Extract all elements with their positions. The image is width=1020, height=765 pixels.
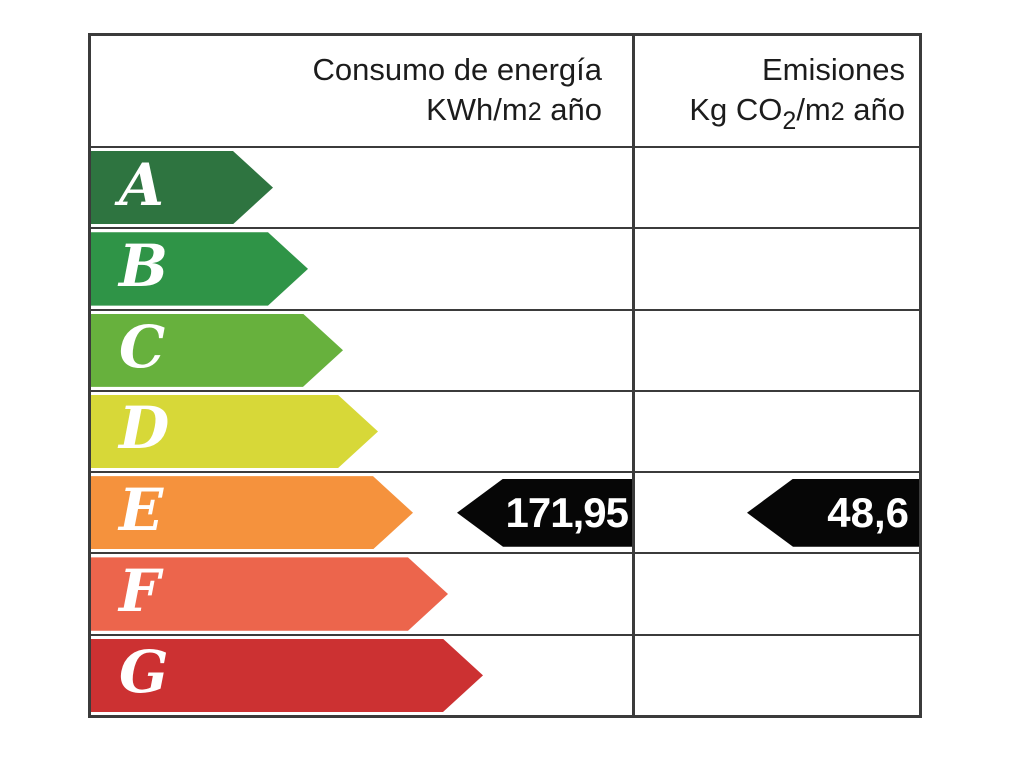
rating-row-e: E 171,95 48,6 (91, 473, 919, 555)
rating-rows: A B C D E 171,95 48,6 F G (91, 148, 919, 715)
rating-letter: G (119, 638, 169, 707)
rating-letter: F (119, 557, 161, 626)
rating-letter: E (119, 475, 164, 544)
rating-row-a: A (91, 148, 919, 230)
rating-letter: B (119, 231, 169, 300)
emissions-column-title: Emisiones (762, 52, 905, 87)
rating-row-f: F (91, 554, 919, 636)
emissions-value-tag: 48,6 (747, 478, 919, 547)
energy-rating-table: Consumo de energía KWh/m2 año Emisiones … (88, 33, 922, 718)
rating-row-g: G (91, 636, 919, 715)
consumption-column-title: Consumo de energía (312, 52, 602, 87)
consumption-column-header: Consumo de energía KWh/m2 año (91, 36, 632, 146)
rating-arrow: A (91, 151, 273, 224)
consumption-value: 171,95 (505, 488, 629, 536)
rating-arrow: G (91, 639, 483, 712)
rating-letter: D (119, 394, 170, 463)
emissions-column-unit: Kg CO2/m2 año (689, 92, 905, 135)
rating-arrow: D (91, 395, 378, 468)
rating-row-c: C (91, 311, 919, 392)
rating-letter: C (119, 313, 166, 382)
rating-arrow: C (91, 314, 343, 387)
column-divider (632, 36, 635, 715)
consumption-column-unit: KWh/m2 año (426, 92, 602, 127)
rating-row-b: B (91, 229, 919, 311)
emissions-column-header: Emisiones Kg CO2/m2 año (632, 36, 919, 146)
rating-arrow: B (91, 232, 308, 305)
rating-row-d: D (91, 392, 919, 474)
table-header: Consumo de energía KWh/m2 año Emisiones … (91, 36, 919, 148)
consumption-value-tag: 171,95 (457, 478, 632, 547)
emissions-value: 48,6 (827, 488, 909, 536)
rating-letter: A (119, 150, 165, 219)
rating-arrow: E (91, 476, 413, 549)
rating-arrow: F (91, 557, 448, 630)
